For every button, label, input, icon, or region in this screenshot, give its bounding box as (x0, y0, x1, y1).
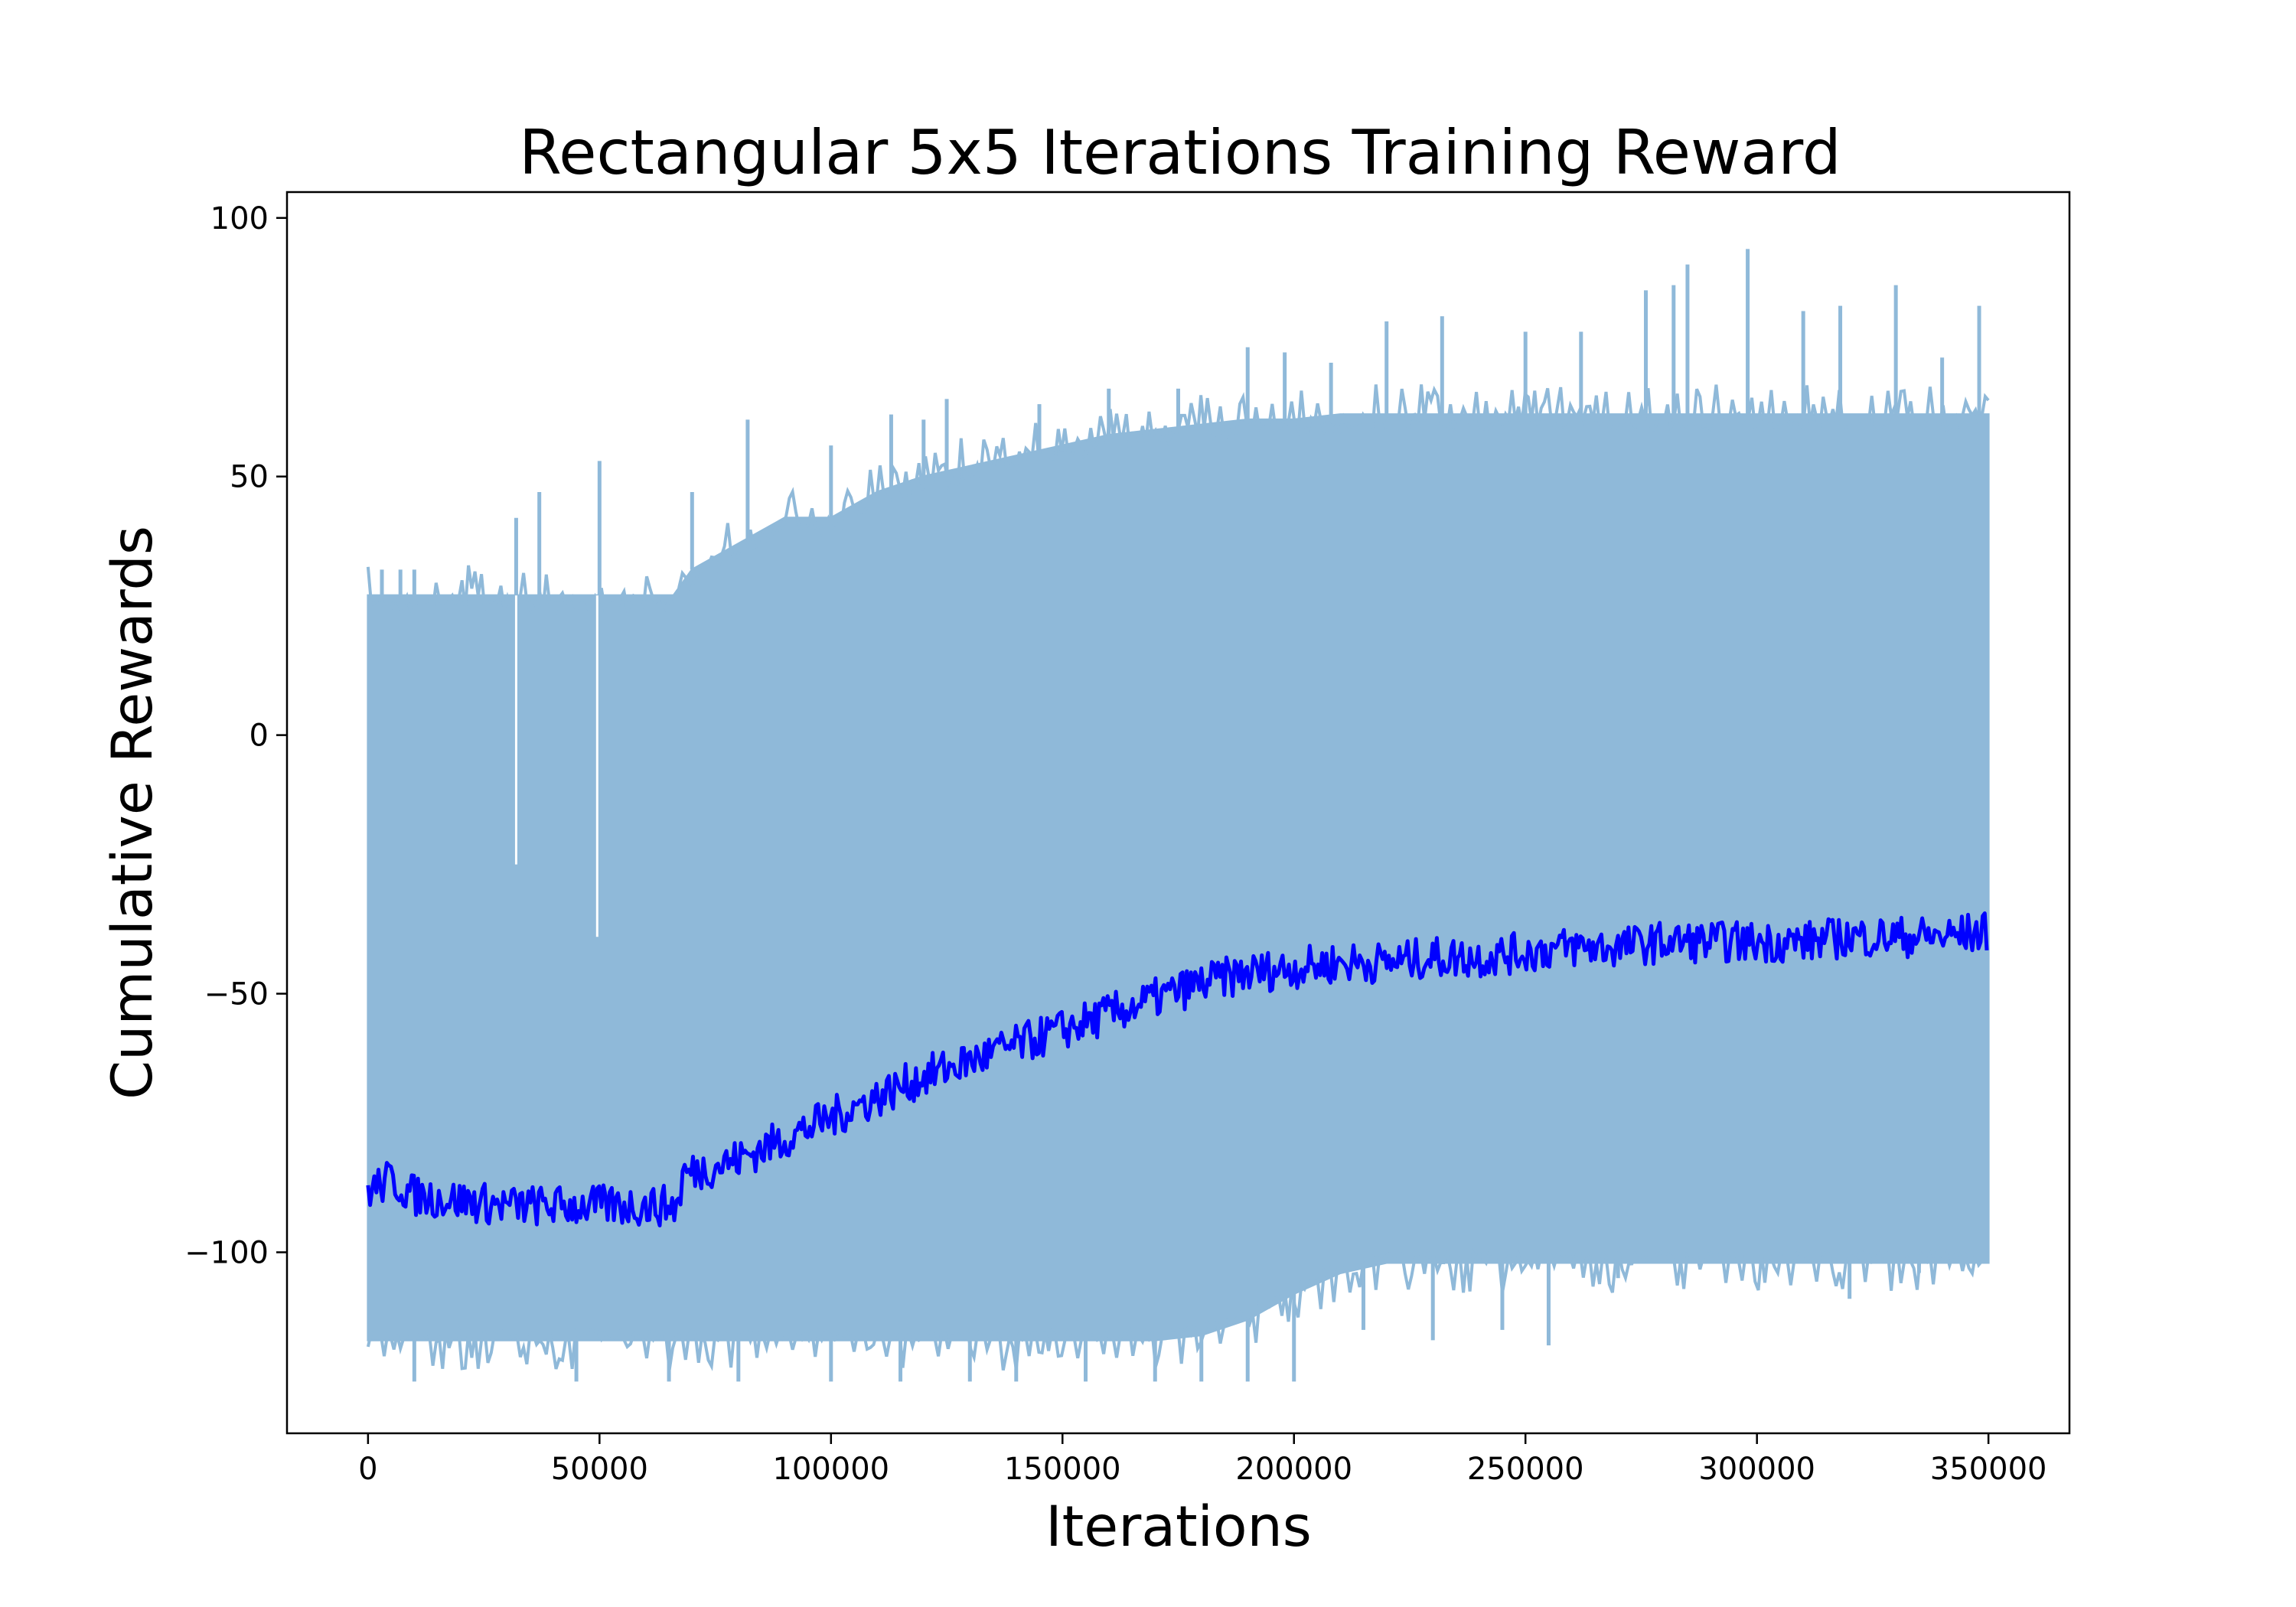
x-tick-label: 0 (358, 1452, 377, 1487)
chart-title: Rectangular 5x5 Iterations Training Rewa… (519, 117, 1841, 188)
raw-reward-lower-edge (366, 1247, 1989, 1371)
x-tick-label: 50000 (551, 1452, 648, 1487)
x-tick-label: 150000 (1004, 1452, 1121, 1487)
raw-reward-band (367, 413, 1990, 1341)
y-axis-label: Cumulative Rewards (100, 526, 165, 1100)
smoothed-reward-line (366, 911, 1989, 1227)
y-tick-label: 100 (210, 201, 269, 236)
x-tick-label: 200000 (1235, 1452, 1352, 1487)
smoothed-reward-layer (366, 911, 1989, 1227)
x-tick-label: 100000 (772, 1452, 889, 1487)
y-axis: 100 50 0 −50 −100 (184, 201, 287, 1270)
x-axis-label: Iterations (1045, 1495, 1312, 1560)
plot-frame (285, 191, 2071, 1435)
x-axis: 0 50000 100000 150000 200000 250000 300000 3500… (358, 1433, 2047, 1487)
y-tick-label: 0 (249, 719, 269, 754)
raw-reward-upper-edge (366, 384, 1990, 617)
y-tick-label: 50 (230, 460, 269, 495)
y-tick-label: −50 (204, 977, 269, 1012)
x-tick-label: 300000 (1698, 1452, 1815, 1487)
raw-reward-layer (366, 249, 1990, 1382)
x-tick-label: 350000 (1930, 1452, 2047, 1487)
x-tick-label: 250000 (1467, 1452, 1584, 1487)
y-tick-label: −100 (184, 1235, 269, 1270)
